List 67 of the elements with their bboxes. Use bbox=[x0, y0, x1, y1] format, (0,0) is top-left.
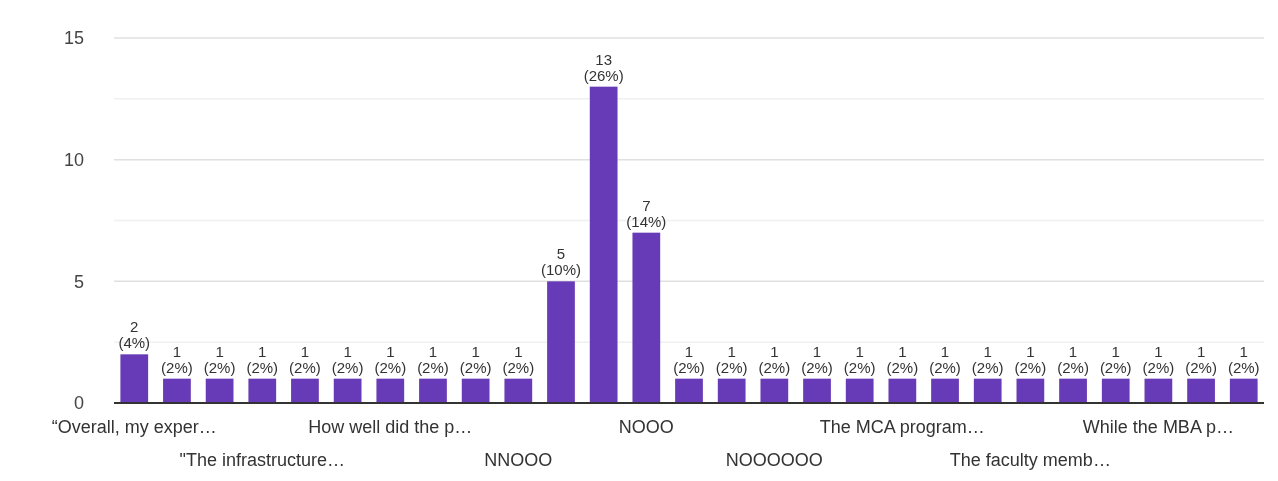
bar bbox=[376, 378, 405, 403]
x-tick-label: While the MBA p… bbox=[1082, 417, 1234, 437]
data-label: 2 (4%) bbox=[118, 318, 151, 352]
data-label: 1 (2%) bbox=[459, 342, 492, 376]
bar bbox=[291, 378, 319, 403]
bar bbox=[1144, 378, 1173, 403]
data-label: 1 (2%) bbox=[1057, 342, 1089, 376]
data-label: 1 (2%) bbox=[1099, 342, 1132, 376]
bar bbox=[1101, 378, 1130, 403]
data-label: 1 (2%) bbox=[971, 342, 1004, 376]
x-tick-label: NNOOO bbox=[484, 450, 553, 470]
bar bbox=[845, 378, 874, 403]
bar bbox=[589, 86, 618, 403]
bar bbox=[1059, 378, 1087, 403]
bar bbox=[120, 354, 149, 403]
bar bbox=[675, 378, 703, 403]
y-tick-label: 15 bbox=[63, 28, 84, 49]
x-tick-label: How well did the p… bbox=[308, 417, 473, 437]
bar bbox=[760, 378, 789, 403]
bar bbox=[504, 378, 533, 403]
y-tick-label: 0 bbox=[73, 393, 84, 414]
data-label: 1 (2%) bbox=[1142, 342, 1175, 376]
bar bbox=[931, 378, 959, 403]
bar bbox=[248, 378, 277, 403]
data-label: 1 (2%) bbox=[417, 342, 449, 376]
bar bbox=[632, 232, 661, 403]
data-label: 1 (2%) bbox=[374, 342, 407, 376]
data-label: 1 (2%) bbox=[502, 342, 535, 376]
bar bbox=[717, 378, 746, 403]
bar bbox=[547, 281, 575, 403]
data-label: 1 (2%) bbox=[801, 342, 833, 376]
bar bbox=[888, 378, 917, 403]
data-label: 1 (2%) bbox=[161, 342, 193, 376]
data-label: 1 (2%) bbox=[203, 342, 236, 376]
bar bbox=[973, 378, 1002, 403]
data-label: 7 (14%) bbox=[626, 196, 667, 230]
bar bbox=[1016, 378, 1045, 403]
y-tick-label: 10 bbox=[63, 149, 84, 170]
bar bbox=[333, 378, 362, 403]
bar bbox=[461, 378, 490, 403]
data-label: 1 (2%) bbox=[246, 342, 279, 376]
data-label: 1 (2%) bbox=[331, 342, 364, 376]
data-label: 1 (2%) bbox=[673, 342, 705, 376]
bar bbox=[1229, 378, 1258, 403]
x-tick-label: NOOO bbox=[618, 417, 674, 437]
data-label: 1 (2%) bbox=[289, 342, 321, 376]
y-tick-label: 5 bbox=[73, 271, 84, 292]
data-label: 1 (2%) bbox=[1185, 342, 1217, 376]
x-tick-label: “Overall, my exper… bbox=[51, 417, 217, 437]
data-label: 13 (26%) bbox=[583, 50, 624, 84]
data-label: 1 (2%) bbox=[843, 342, 876, 376]
data-label: 1 (2%) bbox=[715, 342, 748, 376]
bar bbox=[1187, 378, 1215, 403]
x-tick-label: The MCA program… bbox=[819, 417, 985, 437]
x-tick-label: "The infrastructure… bbox=[179, 450, 346, 470]
data-label: 1 (2%) bbox=[1227, 342, 1260, 376]
bar bbox=[803, 378, 831, 403]
bar bbox=[205, 378, 234, 403]
data-label: 1 (2%) bbox=[758, 342, 791, 376]
bar bbox=[163, 378, 191, 403]
bar bbox=[419, 378, 447, 403]
data-label: 1 (2%) bbox=[1014, 342, 1047, 376]
data-label: 1 (2%) bbox=[886, 342, 919, 376]
data-label: 1 (2%) bbox=[929, 342, 961, 376]
x-tick-label: The faculty memb… bbox=[949, 450, 1111, 470]
x-tick-label: NOOOOOO bbox=[725, 450, 823, 470]
data-label: 5 (10%) bbox=[540, 245, 581, 279]
